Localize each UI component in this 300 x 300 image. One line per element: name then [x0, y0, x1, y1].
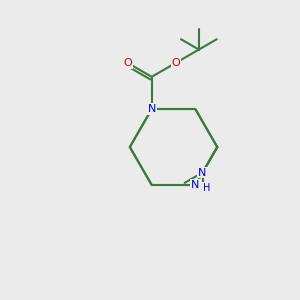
- Text: H: H: [203, 183, 210, 193]
- Text: N: N: [148, 104, 156, 114]
- Text: N: N: [198, 168, 207, 178]
- Text: O: O: [172, 58, 180, 68]
- Text: N: N: [191, 180, 200, 190]
- Text: O: O: [123, 58, 132, 68]
